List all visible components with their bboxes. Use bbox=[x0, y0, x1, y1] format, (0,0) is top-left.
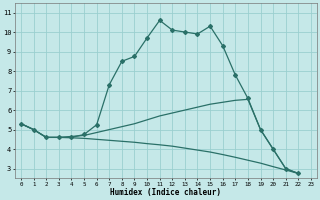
X-axis label: Humidex (Indice chaleur): Humidex (Indice chaleur) bbox=[110, 188, 221, 197]
